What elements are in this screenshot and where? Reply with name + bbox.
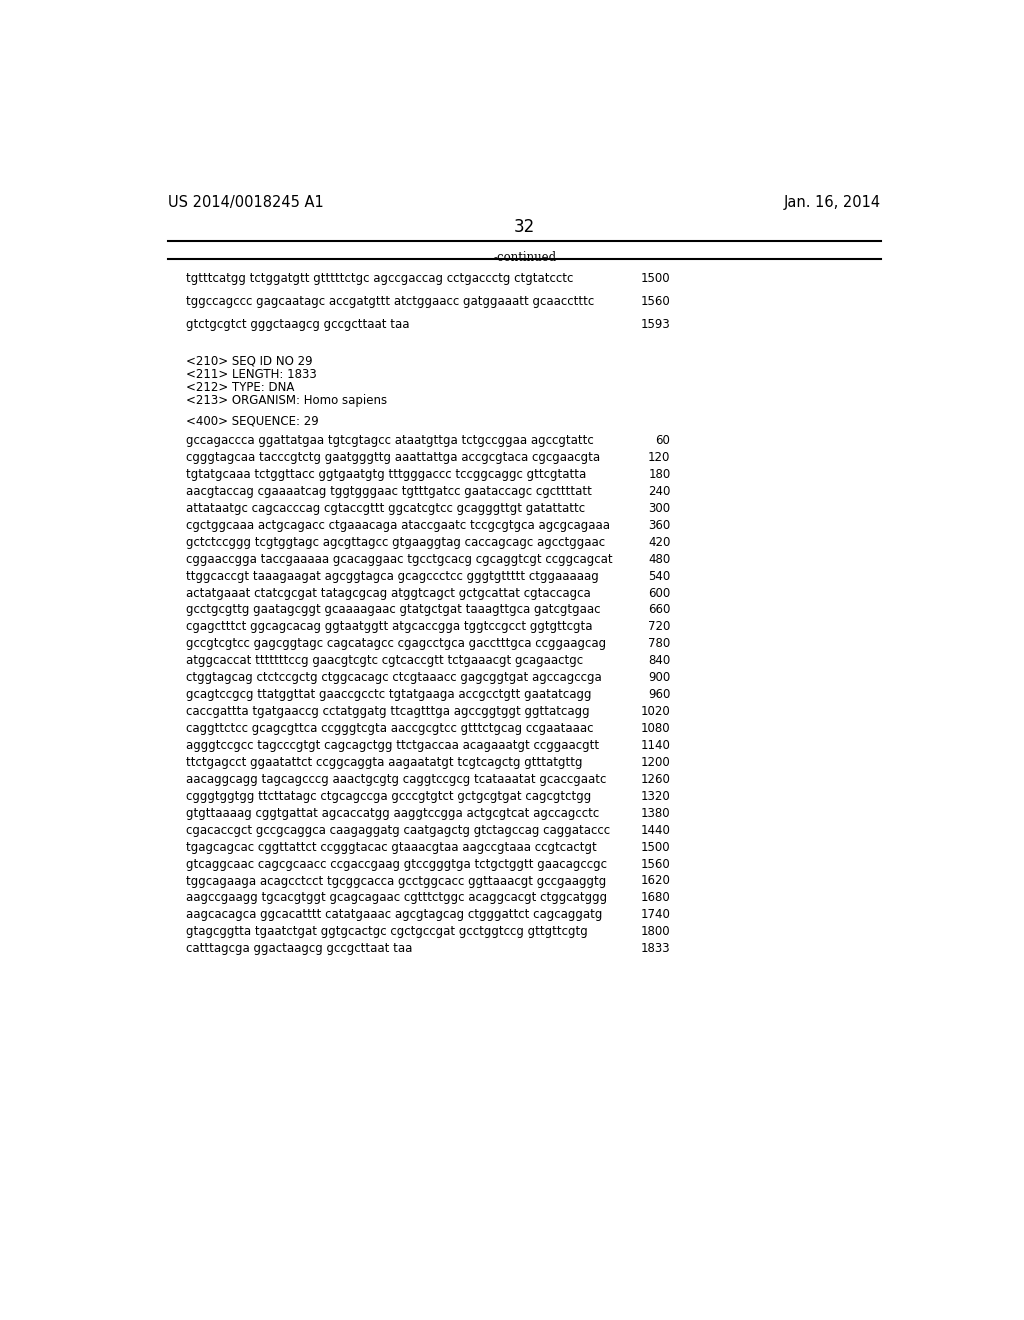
Text: gcagtccgcg ttatggttat gaaccgcctc tgtatgaaga accgcctgtt gaatatcagg: gcagtccgcg ttatggttat gaaccgcctc tgtatga… xyxy=(186,688,592,701)
Text: 660: 660 xyxy=(648,603,671,616)
Text: cggaaccgga taccgaaaaa gcacaggaac tgcctgcacg cgcaggtcgt ccggcagcat: cggaaccgga taccgaaaaa gcacaggaac tgcctgc… xyxy=(186,553,612,566)
Text: agggtccgcc tagcccgtgt cagcagctgg ttctgaccaa acagaaatgt ccggaacgtt: agggtccgcc tagcccgtgt cagcagctgg ttctgac… xyxy=(186,739,599,752)
Text: 420: 420 xyxy=(648,536,671,549)
Text: 1620: 1620 xyxy=(641,875,671,887)
Text: <212> TYPE: DNA: <212> TYPE: DNA xyxy=(186,381,295,393)
Text: cgggtggtgg ttcttatagc ctgcagccga gcccgtgtct gctgcgtgat cagcgtctgg: cgggtggtgg ttcttatagc ctgcagccga gcccgtg… xyxy=(186,789,592,803)
Text: 720: 720 xyxy=(648,620,671,634)
Text: 32: 32 xyxy=(514,218,536,236)
Text: 1560: 1560 xyxy=(641,858,671,871)
Text: 1800: 1800 xyxy=(641,925,671,939)
Text: catttagcga ggactaagcg gccgcttaat taa: catttagcga ggactaagcg gccgcttaat taa xyxy=(186,942,413,956)
Text: cgagctttct ggcagcacag ggtaatggtt atgcaccgga tggtccgcct ggtgttcgta: cgagctttct ggcagcacag ggtaatggtt atgcacc… xyxy=(186,620,593,634)
Text: attataatgc cagcacccag cgtaccgttt ggcatcgtcc gcagggttgt gatattattc: attataatgc cagcacccag cgtaccgttt ggcatcg… xyxy=(186,502,586,515)
Text: ttctgagcct ggaatattct ccggcaggta aagaatatgt tcgtcagctg gtttatgttg: ttctgagcct ggaatattct ccggcaggta aagaata… xyxy=(186,756,583,770)
Text: 1140: 1140 xyxy=(641,739,671,752)
Text: 1020: 1020 xyxy=(641,705,671,718)
Text: gtcaggcaac cagcgcaacc ccgaccgaag gtccgggtga tctgctggtt gaacagccgc: gtcaggcaac cagcgcaacc ccgaccgaag gtccggg… xyxy=(186,858,607,871)
Text: 1500: 1500 xyxy=(641,272,671,285)
Text: tggccagccc gagcaatagc accgatgttt atctggaacc gatggaaatt gcaacctttc: tggccagccc gagcaatagc accgatgttt atctgga… xyxy=(186,294,594,308)
Text: 1380: 1380 xyxy=(641,807,671,820)
Text: aagcacagca ggcacatttt catatgaaac agcgtagcag ctgggattct cagcaggatg: aagcacagca ggcacatttt catatgaaac agcgtag… xyxy=(186,908,602,921)
Text: cgctggcaaa actgcagacc ctgaaacaga ataccgaatc tccgcgtgca agcgcagaaa: cgctggcaaa actgcagacc ctgaaacaga ataccga… xyxy=(186,519,610,532)
Text: ctggtagcag ctctccgctg ctggcacagc ctcgtaaacc gagcggtgat agccagccga: ctggtagcag ctctccgctg ctggcacagc ctcgtaa… xyxy=(186,671,602,684)
Text: aacgtaccag cgaaaatcag tggtgggaac tgtttgatcc gaataccagc cgcttttatt: aacgtaccag cgaaaatcag tggtgggaac tgtttga… xyxy=(186,484,592,498)
Text: 1740: 1740 xyxy=(641,908,671,921)
Text: 960: 960 xyxy=(648,688,671,701)
Text: tgagcagcac cggttattct ccgggtacac gtaaacgtaa aagccgtaaa ccgtcactgt: tgagcagcac cggttattct ccgggtacac gtaaacg… xyxy=(186,841,597,854)
Text: 1833: 1833 xyxy=(641,942,671,956)
Text: <400> SEQUENCE: 29: <400> SEQUENCE: 29 xyxy=(186,414,318,428)
Text: <211> LENGTH: 1833: <211> LENGTH: 1833 xyxy=(186,368,316,381)
Text: gccgtcgtcc gagcggtagc cagcatagcc cgagcctgca gacctttgca ccggaagcag: gccgtcgtcc gagcggtagc cagcatagcc cgagcct… xyxy=(186,638,606,651)
Text: 900: 900 xyxy=(648,671,671,684)
Text: gtgttaaaag cggtgattat agcaccatgg aaggtccgga actgcgtcat agccagcctc: gtgttaaaag cggtgattat agcaccatgg aaggtcc… xyxy=(186,807,599,820)
Text: 1680: 1680 xyxy=(641,891,671,904)
Text: 840: 840 xyxy=(648,655,671,668)
Text: 60: 60 xyxy=(655,434,671,447)
Text: gtagcggtta tgaatctgat ggtgcactgc cgctgccgat gcctggtccg gttgttcgtg: gtagcggtta tgaatctgat ggtgcactgc cgctgcc… xyxy=(186,925,588,939)
Text: 1320: 1320 xyxy=(641,789,671,803)
Text: cgggtagcaa tacccgtctg gaatgggttg aaattattga accgcgtaca cgcgaacgta: cgggtagcaa tacccgtctg gaatgggttg aaattat… xyxy=(186,451,600,465)
Text: US 2014/0018245 A1: US 2014/0018245 A1 xyxy=(168,195,324,210)
Text: 120: 120 xyxy=(648,451,671,465)
Text: cgacaccgct gccgcaggca caagaggatg caatgagctg gtctagccag caggataccc: cgacaccgct gccgcaggca caagaggatg caatgag… xyxy=(186,824,610,837)
Text: 780: 780 xyxy=(648,638,671,651)
Text: 1500: 1500 xyxy=(641,841,671,854)
Text: aagccgaagg tgcacgtggt gcagcagaac cgtttctggc acaggcacgt ctggcatggg: aagccgaagg tgcacgtggt gcagcagaac cgtttct… xyxy=(186,891,607,904)
Text: tggcagaaga acagcctcct tgcggcacca gcctggcacc ggttaaacgt gccgaaggtg: tggcagaaga acagcctcct tgcggcacca gcctggc… xyxy=(186,875,606,887)
Text: atggcaccat tttttttccg gaacgtcgtc cgtcaccgtt tctgaaacgt gcagaactgc: atggcaccat tttttttccg gaacgtcgtc cgtcacc… xyxy=(186,655,584,668)
Text: 600: 600 xyxy=(648,586,671,599)
Text: tgtatgcaaa tctggttacc ggtgaatgtg tttgggaccc tccggcaggc gttcgtatta: tgtatgcaaa tctggttacc ggtgaatgtg tttggga… xyxy=(186,469,587,480)
Text: aacaggcagg tagcagcccg aaactgcgtg caggtccgcg tcataaatat gcaccgaatc: aacaggcagg tagcagcccg aaactgcgtg caggtcc… xyxy=(186,774,606,785)
Text: -continued: -continued xyxy=(494,251,556,264)
Text: 1200: 1200 xyxy=(641,756,671,770)
Text: 1440: 1440 xyxy=(641,824,671,837)
Text: <210> SEQ ID NO 29: <210> SEQ ID NO 29 xyxy=(186,355,312,368)
Text: tgtttcatgg tctggatgtt gtttttctgc agccgaccag cctgaccctg ctgtatcctc: tgtttcatgg tctggatgtt gtttttctgc agccgac… xyxy=(186,272,573,285)
Text: 1260: 1260 xyxy=(641,774,671,785)
Text: 240: 240 xyxy=(648,484,671,498)
Text: caccgattta tgatgaaccg cctatggatg ttcagtttga agccggtggt ggttatcagg: caccgattta tgatgaaccg cctatggatg ttcagtt… xyxy=(186,705,590,718)
Text: <213> ORGANISM: Homo sapiens: <213> ORGANISM: Homo sapiens xyxy=(186,395,387,407)
Text: gccagaccca ggattatgaa tgtcgtagcc ataatgttga tctgccggaa agccgtattc: gccagaccca ggattatgaa tgtcgtagcc ataatgt… xyxy=(186,434,594,447)
Text: 180: 180 xyxy=(648,469,671,480)
Text: ttggcaccgt taaagaagat agcggtagca gcagccctcc gggtgttttt ctggaaaaag: ttggcaccgt taaagaagat agcggtagca gcagccc… xyxy=(186,570,599,582)
Text: actatgaaat ctatcgcgat tatagcgcag atggtcagct gctgcattat cgtaccagca: actatgaaat ctatcgcgat tatagcgcag atggtca… xyxy=(186,586,591,599)
Text: gtctgcgtct gggctaagcg gccgcttaat taa: gtctgcgtct gggctaagcg gccgcttaat taa xyxy=(186,318,410,331)
Text: 1593: 1593 xyxy=(641,318,671,331)
Text: gctctccggg tcgtggtagc agcgttagcc gtgaaggtag caccagcagc agcctggaac: gctctccggg tcgtggtagc agcgttagcc gtgaagg… xyxy=(186,536,605,549)
Text: Jan. 16, 2014: Jan. 16, 2014 xyxy=(784,195,882,210)
Text: gcctgcgttg gaatagcggt gcaaaagaac gtatgctgat taaagttgca gatcgtgaac: gcctgcgttg gaatagcggt gcaaaagaac gtatgct… xyxy=(186,603,601,616)
Text: 360: 360 xyxy=(648,519,671,532)
Text: 1560: 1560 xyxy=(641,294,671,308)
Text: caggttctcc gcagcgttca ccgggtcgta aaccgcgtcc gtttctgcag ccgaataaac: caggttctcc gcagcgttca ccgggtcgta aaccgcg… xyxy=(186,722,594,735)
Text: 1080: 1080 xyxy=(641,722,671,735)
Text: 300: 300 xyxy=(648,502,671,515)
Text: 540: 540 xyxy=(648,570,671,582)
Text: 480: 480 xyxy=(648,553,671,566)
